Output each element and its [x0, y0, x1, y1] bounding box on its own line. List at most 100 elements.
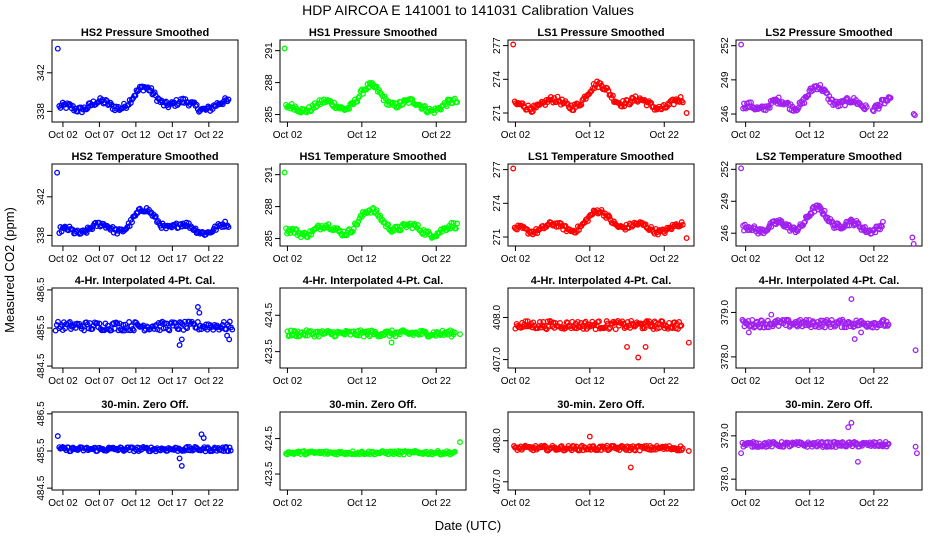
- outlier-point: [281, 169, 288, 176]
- data-point: [132, 92, 139, 99]
- data-point: [308, 231, 315, 238]
- panel-title: HS1 Temperature Smoothed: [299, 151, 446, 163]
- data-point: [766, 104, 773, 111]
- x-tick-label: Oct 17: [158, 376, 188, 387]
- panels: HS2 Pressure Smoothed Oct 02 Oct 07 Oct 12 O…: [36, 27, 923, 509]
- data-point: [628, 317, 635, 324]
- outlier-point: [912, 443, 919, 450]
- data-point: [55, 318, 61, 325]
- panel-title: 30-min. Zero Off.: [557, 399, 644, 411]
- data-point: [842, 102, 848, 109]
- data-point: [557, 319, 563, 326]
- y-tick-label: 277: [492, 37, 503, 54]
- y-tick-label: 291: [264, 42, 275, 59]
- outlier-point: [910, 240, 917, 247]
- data-point: [394, 104, 401, 111]
- y-tick-label: 246: [720, 105, 731, 122]
- outlier-point: [848, 419, 855, 426]
- data-point: [529, 108, 536, 115]
- data-point: [755, 230, 762, 237]
- figure-title: HDP AIRCOA E 141001 to 141031 Calibratio…: [302, 2, 634, 18]
- data-point: [576, 447, 583, 454]
- data-point: [879, 218, 886, 225]
- data-point: [291, 327, 298, 334]
- panel-title: 4-Hr. Interpolated 4-Pt. Cal.: [75, 275, 216, 287]
- outlier-point: [510, 165, 517, 172]
- outlier-point: [745, 329, 752, 336]
- outlier-point: [226, 336, 233, 343]
- x-axis-label: Date (UTC): [435, 518, 501, 533]
- data-point: [304, 107, 311, 114]
- panel-title: 30-min. Zero Off.: [785, 399, 872, 411]
- y-tick-label: 342: [36, 188, 47, 205]
- y-tick-label: 407.0: [492, 347, 503, 372]
- outlier-point: [176, 455, 183, 462]
- outlier-point: [457, 331, 463, 338]
- outlier-point: [196, 309, 203, 316]
- panel-16: 30-min. Zero Off. Oct 02 Oct 12 Oct 22 378.0…: [720, 399, 923, 509]
- plot-frame: [507, 411, 695, 491]
- y-tick-label: 277: [492, 161, 503, 178]
- data-point: [87, 225, 93, 232]
- y-tick-label: 485.5: [36, 438, 47, 463]
- data-points: [512, 317, 692, 361]
- data-points: [738, 41, 918, 119]
- data-point: [184, 325, 191, 332]
- data-point: [548, 221, 555, 228]
- data-points: [738, 165, 917, 247]
- outlier-point: [738, 450, 745, 457]
- data-point: [451, 329, 458, 336]
- x-tick-label: Oct 02: [273, 130, 303, 141]
- data-point: [826, 321, 833, 328]
- panel-title: 30-min. Zero Off.: [329, 399, 416, 411]
- x-tick-label: Oct 22: [650, 130, 680, 141]
- data-point: [679, 445, 686, 452]
- plot-frame: [735, 39, 923, 123]
- data-point: [94, 99, 101, 106]
- x-tick-label: Oct 02: [273, 254, 303, 265]
- x-tick-label: Oct 22: [422, 254, 452, 265]
- panel-11: 4-Hr. Interpolated 4-Pt. Cal. Oct 02 Oct 1…: [492, 275, 695, 387]
- data-point: [129, 219, 135, 226]
- x-tick-label: Oct 12: [121, 376, 151, 387]
- y-tick-label: 274: [492, 195, 503, 212]
- data-point: [631, 323, 638, 330]
- data-point: [887, 94, 894, 101]
- outlier-point: [848, 296, 855, 303]
- y-tick-label: 379.0: [720, 423, 731, 448]
- data-point: [89, 325, 96, 332]
- y-tick-label: 424.5: [264, 302, 275, 327]
- x-tick-label: Oct 22: [859, 130, 889, 141]
- x-tick-label: Oct 12: [121, 498, 151, 509]
- data-point: [217, 101, 224, 108]
- data-point: [547, 94, 554, 100]
- data-points: [283, 439, 463, 458]
- data-point: [158, 320, 165, 326]
- data-points: [52, 304, 236, 349]
- data-point: [347, 101, 354, 108]
- data-point: [225, 224, 232, 231]
- y-tick-label: 252: [720, 37, 731, 54]
- y-tick-label: 486.5: [36, 401, 47, 426]
- x-tick-label: Oct 07: [85, 498, 115, 509]
- outlier-point: [635, 354, 642, 361]
- data-point: [293, 333, 300, 340]
- data-point: [226, 318, 233, 325]
- data-point: [554, 220, 561, 227]
- outlier-point: [683, 235, 690, 242]
- data-point: [349, 228, 356, 235]
- panel-5: HS2 Temperature Smoothed Oct 02 Oct 07 Oct …: [36, 151, 239, 265]
- panel-15: 30-min. Zero Off. Oct 02 Oct 12 Oct 22 407.0…: [492, 399, 695, 509]
- x-tick-label: Oct 12: [121, 130, 151, 141]
- panel-title: LS1 Pressure Smoothed: [537, 27, 664, 39]
- data-point: [597, 443, 604, 450]
- data-point: [618, 103, 625, 110]
- data-point: [872, 229, 879, 236]
- outlier-point: [388, 339, 395, 346]
- x-tick-label: Oct 22: [650, 498, 680, 509]
- data-point: [219, 101, 226, 108]
- x-tick-label: Oct 02: [501, 498, 531, 509]
- data-point: [586, 443, 593, 450]
- data-point: [606, 325, 612, 332]
